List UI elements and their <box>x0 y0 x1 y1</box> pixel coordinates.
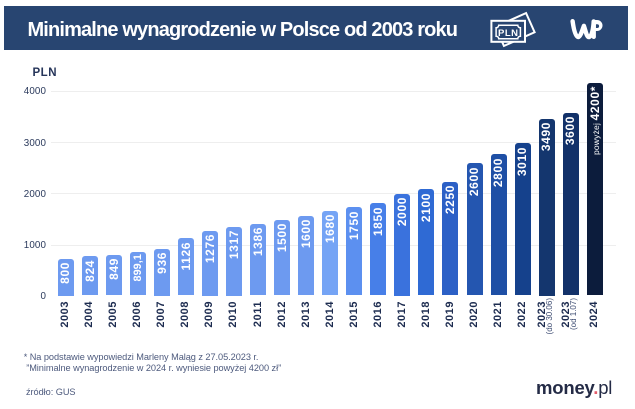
svg-text:PLN: PLN <box>498 28 519 39</box>
